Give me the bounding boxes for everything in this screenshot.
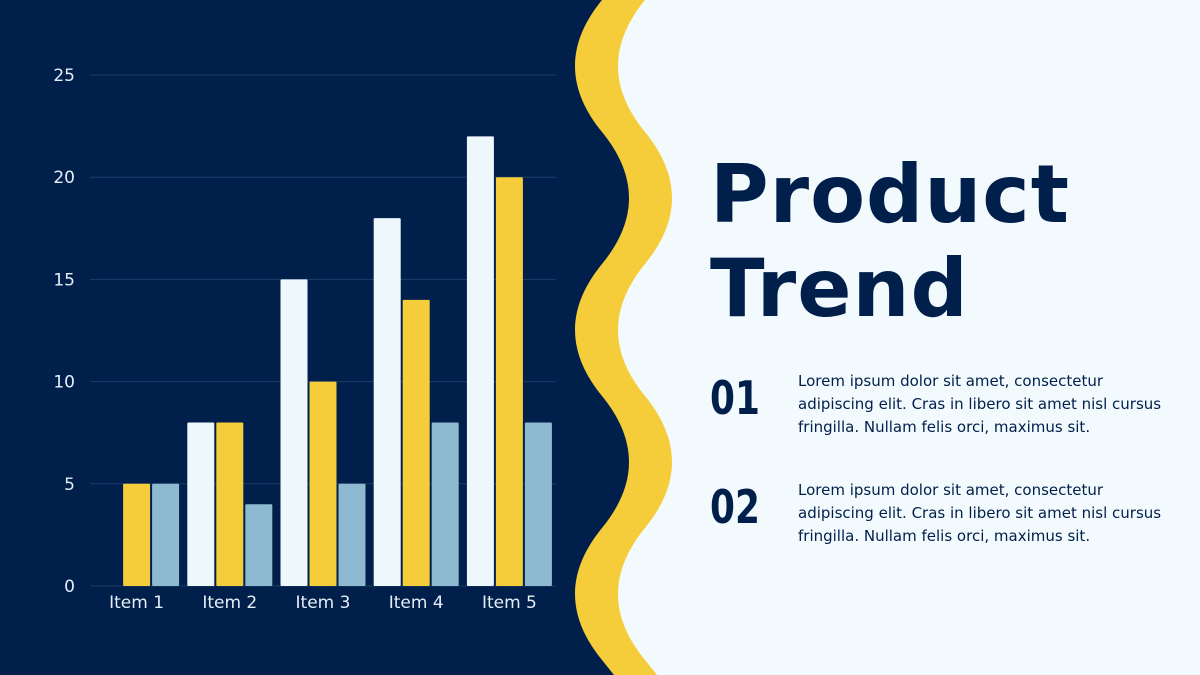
y-tick-label: 5 — [64, 475, 75, 495]
x-tick-label: Item 2 — [202, 593, 257, 613]
title-line-2: Trend — [710, 242, 969, 335]
bar-item5-series2 — [495, 177, 523, 586]
bar-item4-series3 — [431, 422, 459, 586]
bar-item1-series3 — [152, 483, 180, 586]
bar-item2-series1 — [187, 422, 215, 586]
x-tick-label: Item 4 — [389, 593, 444, 613]
bar-item1-series2 — [123, 483, 151, 586]
point-number: 02 — [710, 480, 760, 534]
x-tick-label: Item 3 — [296, 593, 351, 613]
y-tick-label: 15 — [53, 270, 75, 290]
title-line-1: Product — [710, 148, 1070, 241]
bar-item2-series2 — [216, 422, 244, 586]
point-02: 02 Lorem ipsum dolor sit amet, consectet… — [710, 479, 1170, 569]
point-number: 01 — [710, 371, 760, 425]
y-tick-label: 0 — [64, 577, 75, 597]
bar-item3-series3 — [338, 483, 366, 586]
point-text: Lorem ipsum dolor sit amet, consectetur … — [798, 372, 1162, 436]
bar-item4-series2 — [402, 299, 430, 586]
bar-item3-series2 — [309, 381, 337, 586]
point-01: 01 Lorem ipsum dolor sit amet, consectet… — [710, 370, 1170, 460]
bar-chart: 0 5 10 15 20 25 Item 1 Item 2 Item 3 Item 4 Item 5 — [53, 66, 556, 613]
x-tick-label: Item 1 — [109, 593, 164, 613]
bar-item2-series3 — [245, 504, 273, 586]
x-tick-label: Item 5 — [482, 593, 537, 613]
y-tick-label: 10 — [53, 373, 75, 393]
y-tick-label: 20 — [53, 168, 75, 188]
bar-item3-series1 — [280, 279, 308, 586]
bar-item5-series1 — [466, 136, 494, 586]
point-text: Lorem ipsum dolor sit amet, consectetur … — [798, 481, 1162, 545]
y-tick-label: 25 — [53, 66, 75, 86]
bar-item5-series3 — [524, 422, 552, 586]
slide-title: Product Trend — [710, 148, 1180, 336]
bar-item4-series1 — [373, 218, 401, 586]
